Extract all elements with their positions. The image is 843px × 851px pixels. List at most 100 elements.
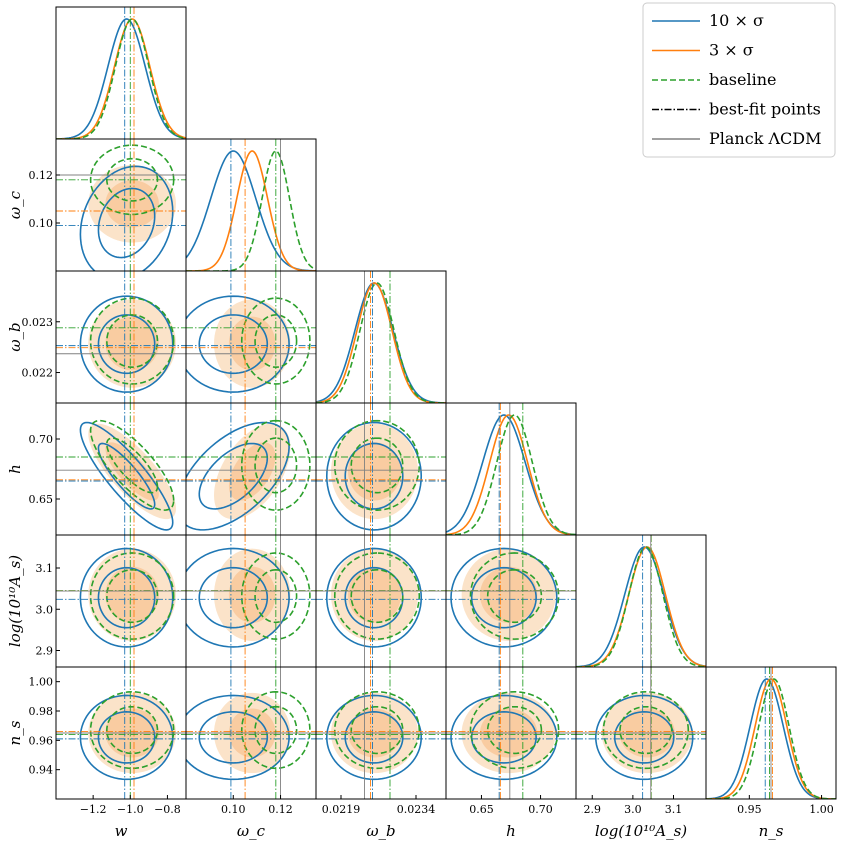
y-tick-label: 0.023 (22, 316, 54, 329)
contour-0-1 (325, 694, 423, 781)
panel-background (576, 535, 706, 667)
x-axis-label: ω_b (366, 822, 395, 840)
contour-2-0 (106, 314, 159, 369)
y-tick-label: 0.98 (29, 705, 54, 718)
marginal-curve-2 (446, 414, 576, 535)
contour-2-1 (89, 690, 175, 770)
marginal-curve-2 (576, 546, 706, 667)
panel-content (576, 535, 706, 667)
panel-n_s-omega_c: 0.10 0.12ω_c (185, 666, 317, 840)
x-tick-label: 0.0219 (322, 803, 361, 816)
x-axis-label: w (115, 822, 128, 840)
contour-0-0 (97, 442, 156, 510)
panel-omega_b-omega_c (185, 270, 317, 404)
x-tick-label: 3.1 (665, 803, 683, 816)
contour-2-1 (89, 419, 175, 511)
contour-2-0 (350, 437, 404, 494)
x-axis-label: n_s (759, 822, 784, 840)
contour-2-1 (469, 552, 560, 640)
panel-n_s-n_s: 0.95 1.00 n_s (705, 666, 837, 840)
panel-n_s-h: 0.65 0.70 h (445, 666, 577, 840)
filled-contour-inner (105, 180, 159, 228)
contour-2-1 (240, 297, 311, 385)
x-tick-label: 2.9 (584, 803, 602, 816)
contour-0-0 (470, 566, 537, 629)
y-tick-label: 0.94 (29, 764, 54, 777)
x-axis-label: h (506, 822, 516, 840)
panel-h-h (445, 402, 577, 536)
panel-content (56, 139, 186, 271)
contour-0-1 (186, 547, 290, 648)
panel-content (576, 667, 706, 799)
panel-content (316, 403, 446, 535)
x-tick-label: 0.12 (268, 803, 293, 816)
marginal-curve-1 (446, 414, 576, 535)
marginal-curve-2 (56, 18, 186, 139)
contour-0-0 (613, 711, 675, 764)
filled-contour-inner (105, 316, 159, 371)
x-axis-label: ω_c (237, 822, 266, 840)
panel-logA-h (445, 534, 577, 668)
y-tick-label: 0.96 (29, 734, 54, 747)
panel-omega_b-omega_b (315, 270, 447, 404)
contour-2-0 (106, 437, 159, 494)
filled-contour-inner (228, 566, 276, 623)
contour-0-0 (97, 711, 156, 764)
contour-2-0 (350, 568, 404, 624)
contour-0-1 (79, 421, 174, 531)
x-tick-label: 0.0234 (397, 803, 436, 816)
panel-omega_c-omega_c (185, 138, 317, 272)
panel-content (316, 535, 446, 667)
panel-content (56, 535, 186, 667)
panel-n_s-w: −1.2 −1.0 −0.8 w 0.94 0.96 0.98 1.00 n_s (6, 666, 187, 840)
contour-2-1 (89, 297, 175, 385)
contour-0-1 (325, 421, 423, 531)
panel-n_s-logA: 2.9 3.0 3.1 log(10¹⁰A_s) (575, 666, 707, 840)
panel-content (56, 7, 186, 139)
filled-contour-inner (347, 566, 402, 623)
legend-box (642, 2, 836, 158)
contour-0-1 (186, 694, 290, 781)
contour-2-0 (254, 705, 298, 755)
contour-2-0 (619, 705, 673, 755)
x-tick-label: 0.70 (528, 803, 553, 816)
legend-label-0: 10 × σ (709, 11, 764, 30)
legend-label-1: 3 × σ (709, 41, 754, 60)
filled-contour-inner (479, 566, 538, 623)
panel-omega_c-w: 0.10 0.12 ω_c (6, 138, 187, 272)
marginal-curve-2 (316, 282, 446, 403)
marginal-curve-1 (186, 150, 316, 271)
panel-content (446, 667, 576, 799)
panel-h-omega_b (315, 402, 447, 536)
x-tick-label: −1.0 (117, 803, 144, 816)
y-tick-label: 0.022 (22, 367, 54, 380)
panel-logA-logA (575, 534, 707, 668)
legend-label-2: baseline (709, 70, 776, 89)
y-tick-label: 0.12 (29, 169, 54, 182)
panel-background (446, 403, 576, 535)
contour-0-0 (198, 566, 269, 629)
contour-2-0 (106, 705, 159, 755)
contour-2-0 (350, 705, 404, 755)
x-tick-label: 0.65 (469, 803, 494, 816)
contour-2-1 (89, 552, 175, 640)
panel-frame (705, 666, 837, 800)
contour-2-0 (486, 568, 543, 624)
contour-0-1 (79, 165, 174, 271)
panel-w-w (55, 6, 187, 140)
panel-content (446, 535, 576, 667)
y-axis-label: h (6, 464, 24, 474)
panel-content (56, 667, 186, 799)
contour-2-0 (106, 568, 159, 624)
legend-label-3: best-fit points (709, 100, 821, 119)
legend: 10 × σ 3 × σ baseline best-fit points Planck… (642, 2, 836, 158)
x-tick-label: −0.8 (154, 803, 181, 816)
contour-2-1 (333, 690, 421, 770)
panel-content (186, 271, 316, 403)
y-axis-label: ω_b (6, 322, 24, 351)
panel-background (186, 139, 316, 271)
contour-0-1 (450, 547, 558, 648)
marginal-curve-0 (56, 18, 186, 139)
contour-0-0 (198, 711, 269, 764)
